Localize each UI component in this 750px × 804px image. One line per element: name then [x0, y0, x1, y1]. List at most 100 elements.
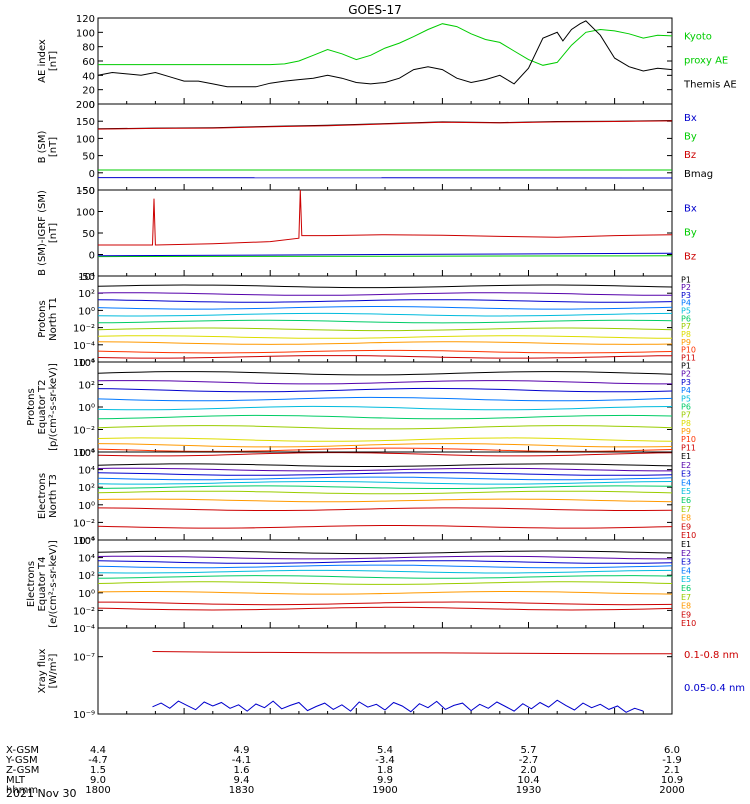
channel-line: [98, 350, 672, 353]
y-axis-label: North T1: [48, 297, 59, 341]
y-tick-label: 10⁴: [78, 466, 95, 477]
y-tick-label: 40: [82, 71, 95, 82]
legend-entry: Themis AE: [683, 79, 737, 90]
y-axis-label: Protons: [37, 300, 48, 337]
legend-entry: By: [684, 132, 697, 143]
y-tick-label: 10⁴: [78, 272, 95, 283]
y-tick-label: 10²: [78, 483, 95, 494]
channel-line: [98, 551, 672, 554]
channel-line: [98, 320, 672, 323]
y-tick-label: 10⁻²: [73, 518, 95, 529]
channel-line: [98, 582, 672, 585]
series-line: [98, 24, 672, 66]
panel-frame: [98, 452, 672, 540]
channel-line: [98, 602, 672, 605]
channel-line: [98, 453, 672, 456]
channel-line: [98, 607, 672, 610]
date-label: 2021 Nov 30: [6, 787, 76, 800]
channel-line: [98, 473, 672, 476]
y-axis-label: [nT]: [48, 223, 59, 243]
y-axis-label: [p/(cm²-s-sr-keV)]: [48, 363, 59, 451]
y-tick-label: 50: [82, 152, 95, 163]
channel-line: [98, 300, 672, 303]
y-tick-label: 80: [82, 43, 95, 54]
y-axis-label: [W/m²]: [48, 653, 59, 688]
legend-entry: 0.05-0.4 nm: [684, 683, 745, 694]
channel-line: [98, 388, 672, 391]
channel-label: E9: [681, 610, 691, 619]
channel-label: E8: [681, 602, 691, 611]
y-tick-label: 100: [76, 28, 95, 39]
y-axis-label: Electrons: [37, 473, 48, 519]
y-tick-label: 10²: [78, 289, 95, 300]
y-tick-label: 10⁶: [78, 448, 95, 459]
channel-label: E7: [681, 593, 691, 602]
y-tick-label: 0: [89, 169, 95, 180]
channel-label: E10: [681, 531, 696, 540]
channel-label: E10: [681, 619, 696, 628]
y-tick-label: 150: [76, 186, 95, 197]
y-tick-label: 10²: [78, 571, 95, 582]
y-tick-label: 100: [76, 208, 95, 219]
channel-line: [98, 477, 672, 480]
legend-entry: Bz: [684, 150, 696, 161]
y-axis-label: Protons: [26, 388, 37, 425]
y-tick-label: 10⁰: [78, 501, 95, 512]
y-tick-label: 0: [89, 251, 95, 262]
series-line: [153, 700, 644, 712]
legend-entry: 0.1-0.8 nm: [684, 650, 739, 661]
y-axis-label: AE index: [37, 39, 48, 83]
channel-line: [98, 486, 672, 489]
channel-label: E2: [681, 549, 691, 558]
y-axis-label: Equator T2: [37, 380, 48, 435]
y-tick-label: 150: [76, 117, 95, 128]
channel-line: [98, 328, 672, 331]
channel-label: E5: [681, 575, 691, 584]
table-cell: 1830: [229, 785, 254, 796]
channel-line: [98, 561, 672, 564]
y-tick-label: 10²: [78, 381, 95, 392]
table-cell: 1900: [372, 785, 397, 796]
channel-line: [98, 381, 672, 384]
y-tick-label: 10⁻⁴: [73, 341, 95, 352]
channel-line: [98, 556, 672, 559]
y-tick-label: 10⁰: [78, 403, 95, 414]
channel-label: E4: [681, 566, 691, 575]
y-tick-label: 10⁴: [78, 358, 95, 369]
channel-line: [98, 307, 672, 310]
series-line: [98, 121, 672, 129]
panel-frame: [98, 104, 672, 190]
y-tick-label: 120: [76, 14, 95, 25]
y-tick-label: 10⁶: [78, 536, 95, 547]
channel-line: [98, 342, 672, 345]
channel-line: [98, 526, 672, 529]
channel-label: E7: [681, 505, 691, 514]
y-tick-label: 10⁻²: [73, 606, 95, 617]
y-axis-label: Equator T4: [37, 557, 48, 612]
channel-line: [98, 482, 672, 485]
y-axis-label: B (SM): [37, 130, 48, 163]
position-table: X-GSMY-GSMZ-GSMMLThhmm4.4-4.71.59.018004…: [5, 745, 685, 796]
y-tick-label: 10⁻⁷: [73, 653, 95, 664]
y-tick-label: 10⁻²: [73, 426, 95, 437]
channel-line: [98, 468, 672, 471]
channel-line: [98, 285, 672, 288]
series-line: [98, 21, 672, 87]
channel-label: E4: [681, 478, 691, 487]
y-axis-label: [nT]: [48, 51, 59, 71]
y-tick-label: 10⁴: [78, 554, 95, 565]
y-tick-label: 60: [82, 57, 95, 68]
y-axis-label: [e/(cm²-s-sr-keV)]: [48, 540, 59, 628]
panel-frame: [98, 628, 672, 714]
series-line: [98, 253, 672, 256]
legend-entry: Bx: [684, 204, 697, 215]
y-tick-label: 10⁻²: [73, 324, 95, 335]
series-line: [98, 256, 672, 257]
channel-line: [98, 372, 672, 375]
channel-line: [98, 406, 672, 409]
